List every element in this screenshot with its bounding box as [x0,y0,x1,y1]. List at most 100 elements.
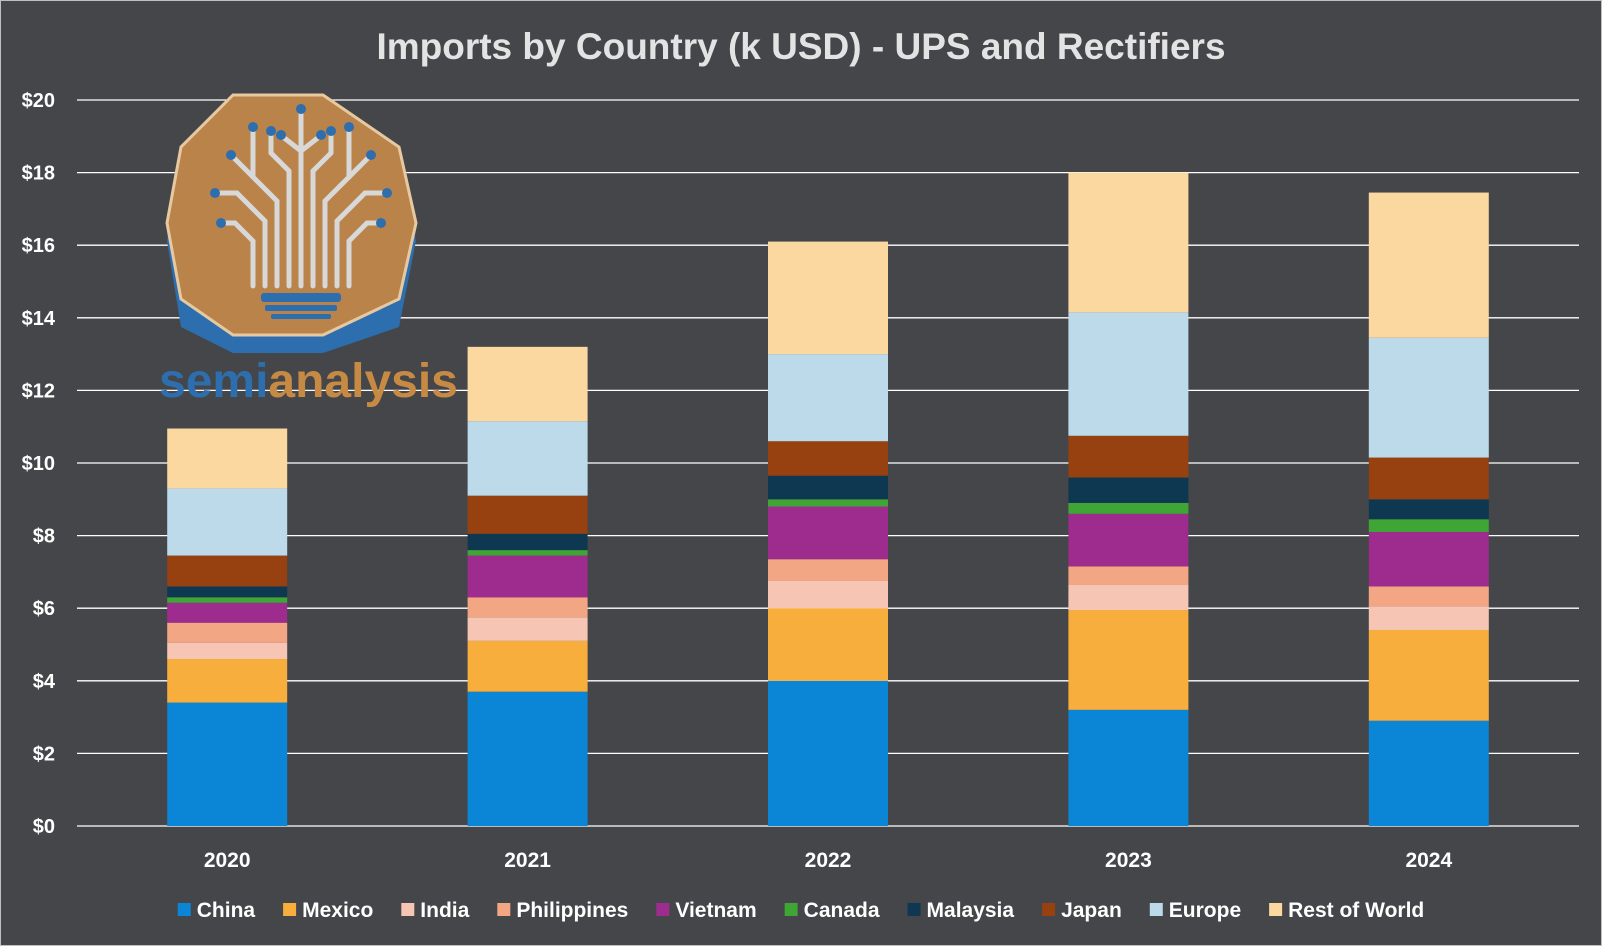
legend-item-japan: Japan [1042,899,1122,922]
legend-label: Europe [1169,899,1241,922]
bar-segment-philippines [1068,566,1189,585]
legend-label: India [420,899,469,922]
y-tick-label: $14 [22,308,56,330]
legend-swatch [907,903,921,916]
bar-segment-china [467,691,588,826]
bar-segment-mexico [1068,610,1189,710]
semianalysis-logo: semianalysis [159,93,458,408]
legend-item-malaysia: Malaysia [907,899,1015,922]
legend-item-china: China [177,899,256,922]
legend-item-canada: Canada [784,899,880,922]
bar-segment-malaysia [467,533,588,551]
y-tick-label: $10 [22,453,55,475]
bar-segment-mexico [167,659,288,703]
bar-segment-china [1368,720,1489,826]
bar-segment-mexico [768,608,888,681]
legend-swatch [1269,903,1283,916]
bar-segment-mexico [1368,629,1489,721]
svg-text:semianalysis: semianalysis [159,355,458,408]
legend-swatch [401,903,415,916]
bar-segment-europe [1368,337,1489,458]
bar-stack-2023 [1068,172,1189,826]
y-tick-label: $0 [33,816,55,838]
bar-segment-japan [1068,435,1189,478]
chart-title: Imports by Country (k USD) - UPS and Rec… [376,26,1225,67]
bar-segment-india [768,580,888,609]
y-tick-label: $4 [33,671,56,693]
legend-swatch [656,903,670,916]
bar-segment-europe [167,488,288,556]
legend: China Mexico India Philippines Vietnam Canada… [177,899,1424,922]
bar-segment-europe [768,354,888,442]
legend-label: Vietnam [675,899,756,922]
bar-segment-malaysia [167,586,288,598]
bar-segment-rest-of-world [467,346,588,422]
y-tick-label: $18 [22,163,55,185]
legend-label: Malaysia [927,899,1015,922]
bar-segment-india [467,617,588,641]
logo-text-semi: semi [159,355,268,408]
legend-item-vietnam: Vietnam [656,899,757,922]
bar-segment-japan [167,555,288,587]
legend-swatch [177,903,191,916]
bar-stack-2021 [467,346,588,826]
legend-item-europe: Europe [1149,899,1241,922]
y-axis-tick-labels: $0 $2 $4 $6 $8 $10 $12 $14 $16 $18 $20 [22,90,56,838]
x-tick-label: 2023 [1105,849,1152,872]
bar-segment-malaysia [768,475,888,500]
logo-text-analysis: analysis [268,355,457,408]
legend-label: China [197,899,256,922]
y-tick-label: $8 [33,526,55,548]
legend-item-philippines: Philippines [497,899,628,922]
bar-segment-japan [467,495,588,534]
bar-segment-vietnam [1368,531,1489,587]
bar-segment-china [1068,709,1189,826]
bar-segment-china [768,680,888,826]
bar-segment-vietnam [768,506,888,560]
bars [167,172,1489,826]
bar-segment-india [1068,584,1189,611]
bar-segment-canada [467,550,588,556]
bar-segment-malaysia [1068,477,1189,503]
legend-label: Japan [1061,899,1122,922]
x-tick-label: 2022 [805,849,852,872]
y-tick-label: $16 [22,235,55,257]
legend-label: Philippines [516,899,628,922]
bar-segment-canada [1068,502,1189,514]
bar-stack-2020 [167,428,288,826]
bar-segment-europe [1068,312,1189,436]
legend-item-rest-of-world: Rest of World [1269,899,1424,922]
legend-label: Canada [804,899,880,922]
bar-segment-india [1368,606,1489,630]
y-tick-label: $12 [22,380,55,402]
bar-segment-canada [768,499,888,507]
bar-segment-rest-of-world [1068,172,1189,313]
y-tick-label: $6 [33,598,55,620]
bar-segment-rest-of-world [167,428,288,489]
bar-segment-rest-of-world [768,241,888,355]
bar-segment-china [167,702,288,826]
x-axis-tick-labels: 2020 2021 2022 2023 2024 [204,849,1453,872]
bar-stack-2022 [768,241,888,826]
bar-segment-canada [1368,519,1489,532]
bar-segment-philippines [167,622,288,643]
legend-swatch [283,903,297,916]
bar-segment-japan [768,441,888,476]
legend-item-mexico: Mexico [283,899,373,922]
bar-segment-malaysia [1368,499,1489,520]
legend-swatch [1149,903,1163,916]
bar-segment-philippines [1368,586,1489,607]
bar-segment-vietnam [1068,513,1189,567]
y-tick-label: $2 [33,743,55,765]
bar-segment-vietnam [467,555,588,598]
legend-swatch [497,903,511,916]
bar-segment-japan [1368,457,1489,500]
bar-segment-mexico [467,640,588,692]
bar-segment-canada [167,597,288,603]
bar-segment-rest-of-world [1368,192,1489,338]
bar-segment-europe [467,421,588,496]
legend-item-india: India [401,899,470,922]
bar-segment-philippines [467,597,588,618]
